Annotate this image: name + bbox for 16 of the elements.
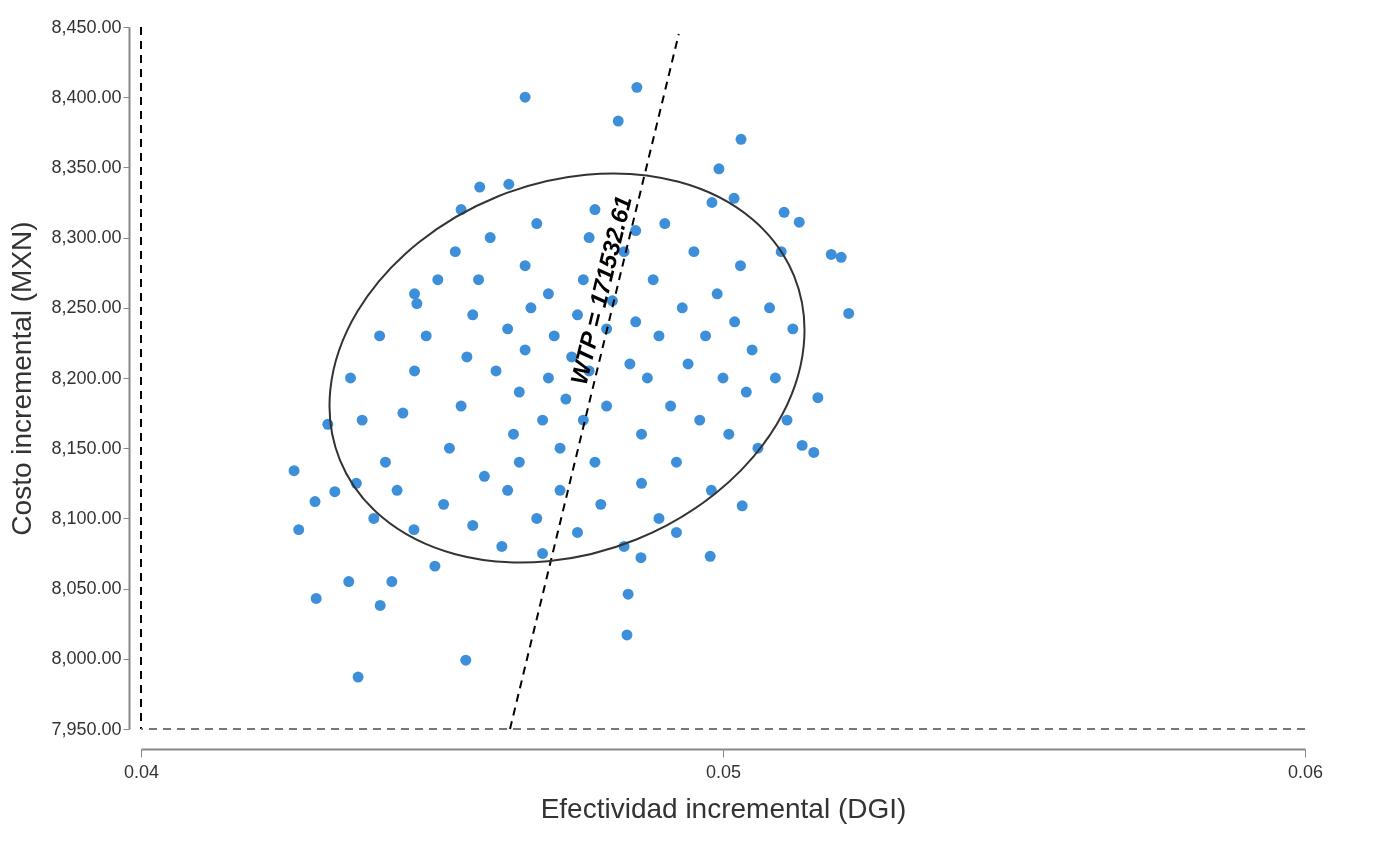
x-axis-title: Efectividad incremental (DGI) — [540, 792, 907, 824]
y-tick-label: 8,450.00 — [51, 16, 122, 37]
y-tick-label: 8,000.00 — [51, 648, 122, 669]
y-tick-label: 8,250.00 — [51, 297, 122, 318]
x-tick-label: 0.05 — [705, 761, 742, 782]
y-tick-label: 8,050.00 — [51, 578, 122, 599]
y-tick-label: 8,300.00 — [51, 227, 122, 248]
y-tick-label: 8,350.00 — [51, 156, 122, 177]
y-tick-label: 8,400.00 — [51, 86, 122, 107]
y-tick-label: 8,100.00 — [51, 507, 122, 528]
x-tick-label: 0.04 — [123, 761, 160, 782]
y-tick-label: 8,150.00 — [51, 437, 122, 458]
x-tick-label: 0.06 — [1287, 761, 1324, 782]
y-tick-label: 7,950.00 — [51, 718, 122, 739]
y-tick-label: 8,200.00 — [51, 367, 122, 388]
y-axis-title: Costo incremental (MXN) — [6, 221, 38, 536]
